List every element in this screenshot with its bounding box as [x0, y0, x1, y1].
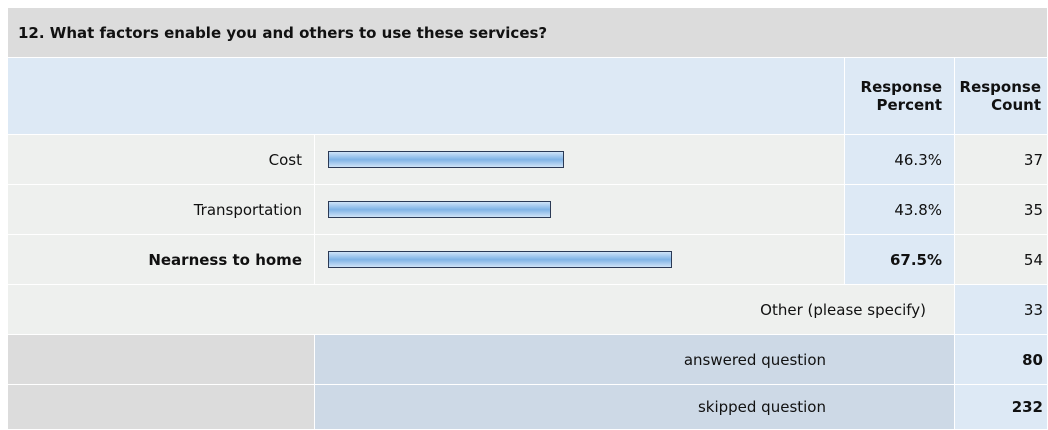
skipped-count: 232: [955, 385, 1048, 430]
response-percent: 46.3%: [845, 135, 955, 185]
skipped-label: skipped question: [315, 385, 955, 430]
response-percent: 67.5%: [845, 235, 955, 285]
response-count: 35: [955, 185, 1048, 235]
response-percent: 43.8%: [845, 185, 955, 235]
answered-label: answered question: [315, 335, 955, 385]
response-count: 37: [955, 135, 1048, 185]
header-count: Response Count: [955, 58, 1048, 135]
other-count: 33: [955, 285, 1048, 335]
response-bar: [328, 151, 565, 168]
header-percent: Response Percent: [845, 58, 955, 135]
response-count: 54: [955, 235, 1048, 285]
skipped-blank: [8, 385, 315, 430]
header-blank: [8, 58, 845, 135]
other-label: Other (please specify): [8, 285, 955, 335]
option-label: Cost: [8, 135, 315, 185]
answered-count: 80: [955, 335, 1048, 385]
answered-blank: [8, 335, 315, 385]
response-bar: [328, 251, 673, 268]
option-label: Transportation: [8, 185, 315, 235]
response-bar: [328, 201, 552, 218]
question-title: 12. What factors enable you and others t…: [8, 8, 1048, 58]
option-label: Nearness to home: [8, 235, 315, 285]
